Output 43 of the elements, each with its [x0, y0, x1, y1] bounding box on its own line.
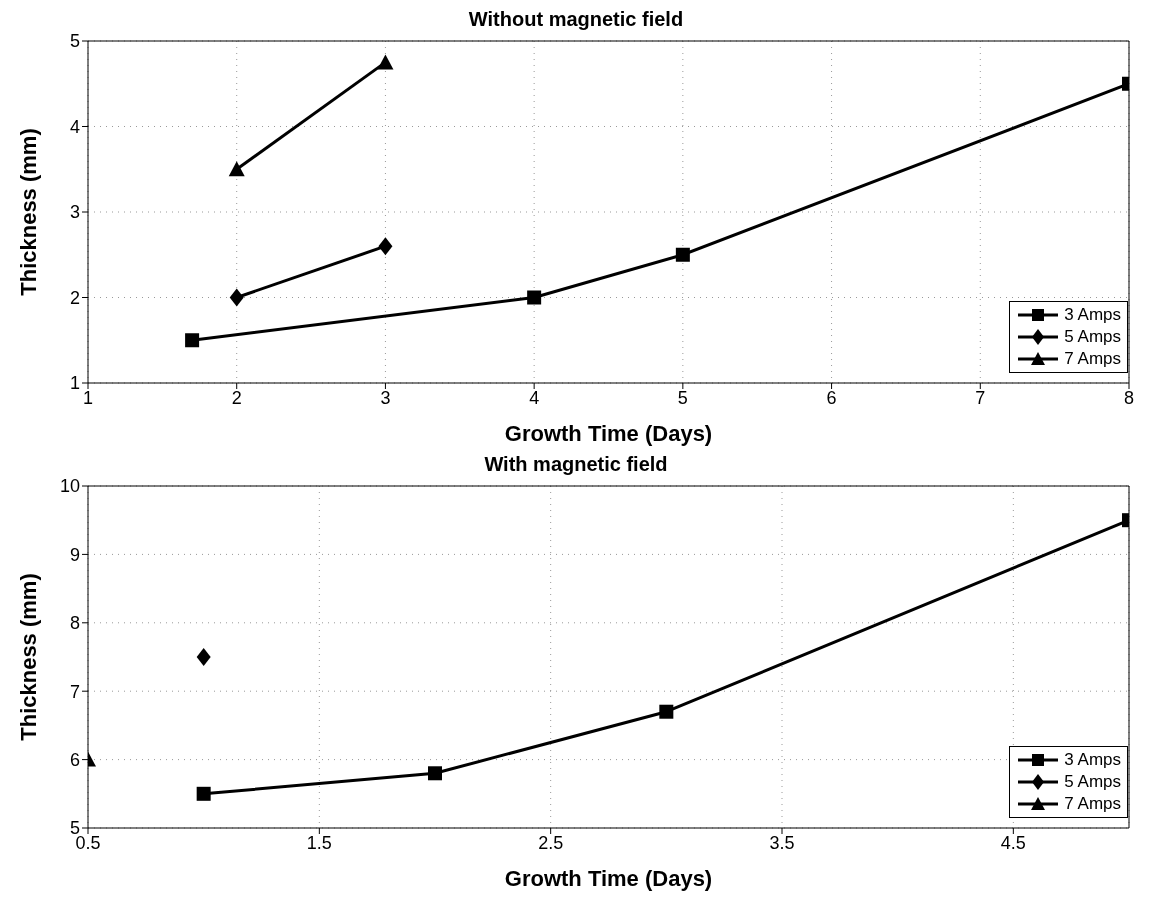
x-axis-title: Growth Time (Days) — [504, 421, 713, 446]
x-tick-label: 2 — [231, 387, 242, 408]
y-tick-label: 5 — [69, 31, 80, 52]
y-tick-label: 7 — [69, 681, 80, 702]
legend-label: 5 Amps — [1064, 327, 1121, 347]
y-axis-title: Thickness (mm) — [15, 573, 41, 741]
chart-title: With magnetic field — [484, 453, 668, 475]
legend-label: 7 Amps — [1064, 349, 1121, 369]
x-tick-label: 5 — [677, 387, 688, 408]
point — [378, 237, 393, 256]
y-tick-label: 4 — [69, 116, 80, 137]
point — [675, 247, 690, 262]
x-tick-label: 3 — [380, 387, 391, 408]
y-tick-label: 6 — [69, 749, 80, 770]
legend-label: 7 Amps — [1064, 794, 1121, 814]
point — [428, 766, 442, 781]
x-tick-label: 7 — [975, 387, 986, 408]
x-tick-label: 4.5 — [1000, 832, 1026, 853]
y-tick-label: 10 — [59, 476, 80, 497]
legend-label: 3 Amps — [1064, 750, 1121, 770]
x-tick-label: 3.5 — [769, 832, 795, 853]
x-tick-label: 2.5 — [538, 832, 564, 853]
y-tick-label: 1 — [69, 373, 80, 394]
point — [527, 290, 542, 305]
point — [196, 786, 211, 801]
y-axis-title: Thickness (mm) — [15, 128, 41, 296]
point — [229, 288, 244, 307]
x-tick-label: 4 — [529, 387, 540, 408]
point — [196, 648, 211, 666]
legend-label: 5 Amps — [1064, 772, 1121, 792]
x-axis-title: Growth Time (Days) — [504, 866, 713, 891]
y-tick-label: 3 — [69, 202, 80, 223]
point — [185, 333, 200, 348]
chart-title: Without magnetic field — [468, 8, 684, 30]
x-tick-label: 1 — [82, 387, 94, 408]
legend-label: 3 Amps — [1064, 305, 1121, 325]
y-tick-label: 2 — [69, 287, 80, 308]
x-tick-label: 1.5 — [306, 832, 332, 853]
y-tick-label: 8 — [69, 613, 80, 634]
point — [659, 704, 674, 719]
y-tick-label: 9 — [69, 544, 80, 565]
x-tick-label: 6 — [826, 387, 837, 408]
x-tick-label: 8 — [1123, 387, 1135, 408]
